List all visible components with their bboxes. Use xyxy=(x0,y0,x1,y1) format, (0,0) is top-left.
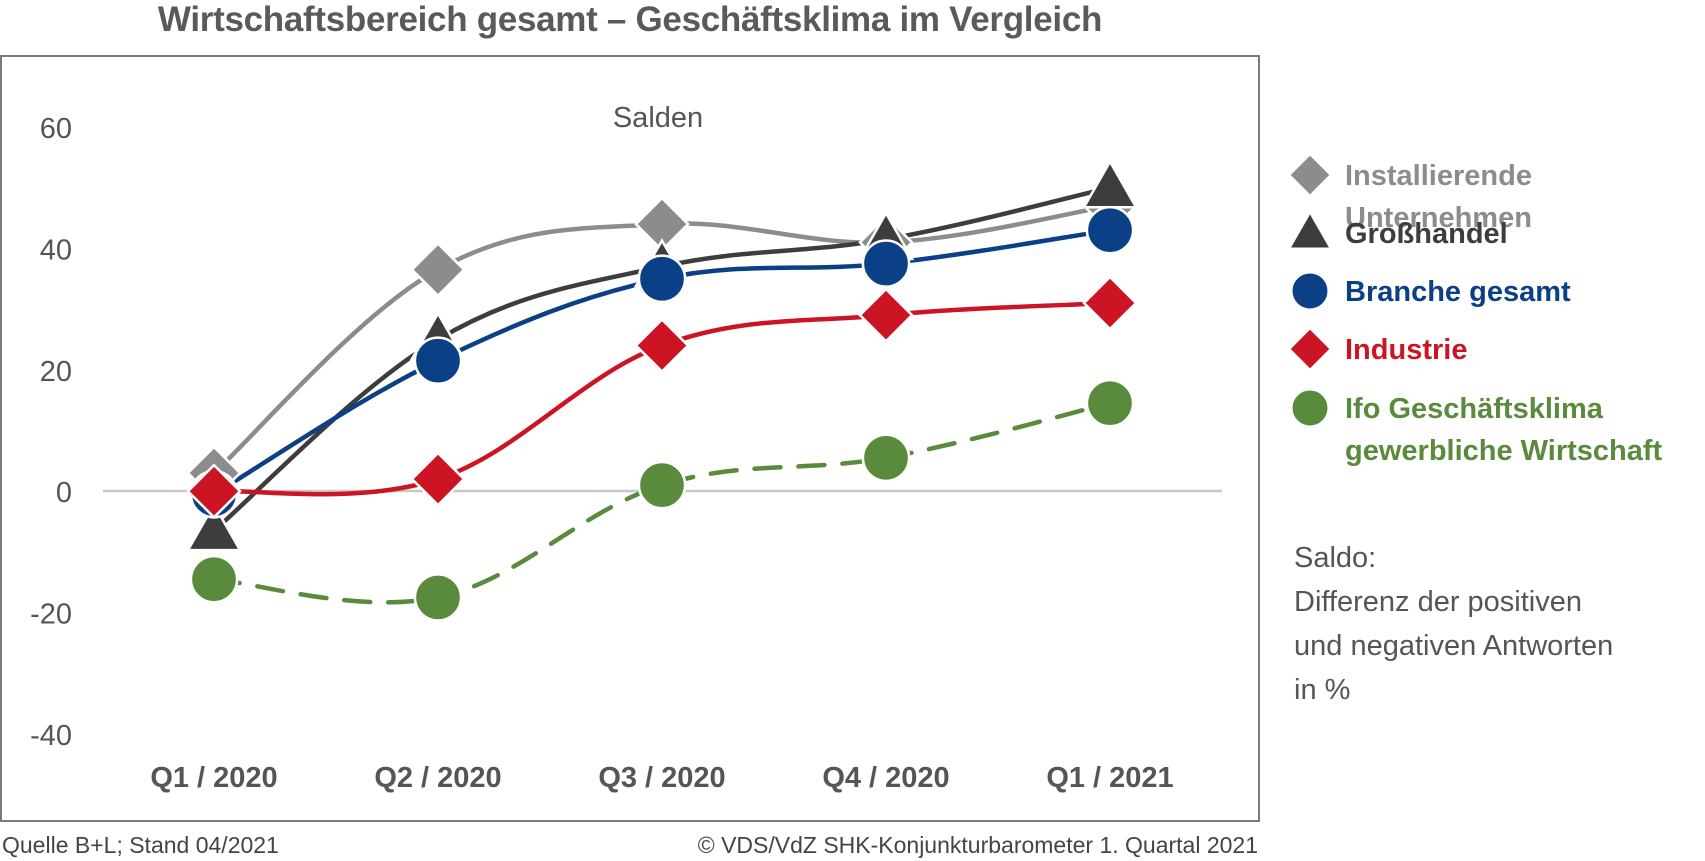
legend-item-grosshandel: Großhandel xyxy=(1290,213,1508,255)
legend-marker-icon xyxy=(1290,271,1330,311)
data-point-ifo-geschaeftsklima-gewerbliche-wirtschaft xyxy=(637,460,687,510)
legend-marker-shape xyxy=(1290,388,1330,428)
data-point-industrie xyxy=(634,317,690,374)
data-point-branche-gesamt xyxy=(413,336,463,386)
legend-item-ifo-geschaeftsklima-gewerbliche-wirtschaft: Ifo Geschäftsklima gewerbliche Wirtschaf… xyxy=(1290,388,1662,472)
legend-marker-shape xyxy=(1290,155,1330,195)
data-point-ifo-geschaeftsklima-gewerbliche-wirtschaft xyxy=(861,433,911,483)
y-tick-label: -40 xyxy=(30,720,72,752)
x-tick-label: Q1 / 2020 xyxy=(150,762,277,794)
data-point-industrie xyxy=(410,451,466,507)
copyright-note: © VDS/VdZ SHK-Konjunkturbarometer 1. Qua… xyxy=(697,832,1258,858)
saldo-note: Saldo: Differenz der positiven und negat… xyxy=(1294,542,1614,706)
legend-marker-shape xyxy=(1290,213,1330,251)
data-point-grosshandel xyxy=(1081,159,1139,209)
legend-marker-icon xyxy=(1290,155,1330,195)
legend-marker-shape xyxy=(1290,271,1330,311)
data-point-industrie xyxy=(1082,275,1138,331)
y-tick-label: 60 xyxy=(40,113,72,145)
legend-label: Ifo Geschäftsklima gewerbliche Wirtschaf… xyxy=(1345,393,1663,467)
legend-item-installierende-unternehmen: Installierende Unternehmen xyxy=(1290,155,1705,239)
legend-item-industrie: Industrie xyxy=(1290,329,1467,371)
data-point-grosshandel xyxy=(185,502,243,552)
data-point-industrie xyxy=(858,287,914,343)
y-tick-label: 20 xyxy=(40,356,72,388)
data-point-branche-gesamt xyxy=(1085,205,1135,255)
legend-item-branche-gesamt: Branche gesamt xyxy=(1290,271,1571,313)
data-point-ifo-geschaeftsklima-gewerbliche-wirtschaft xyxy=(1085,378,1135,428)
x-tick-label: Q3 / 2020 xyxy=(598,762,725,794)
y-tick-label: 0 xyxy=(56,477,72,509)
legend-marker-icon xyxy=(1290,213,1330,251)
legend-marker-icon xyxy=(1290,388,1330,428)
legend-marker-shape xyxy=(1290,329,1330,369)
source-note: Quelle B+L; Stand 04/2021 xyxy=(2,832,279,858)
legend-label: Industrie xyxy=(1345,334,1468,366)
data-point-branche-gesamt xyxy=(637,254,687,304)
chart-subtitle: Salden xyxy=(613,102,703,134)
legend-label: Installierende Unternehmen xyxy=(1345,160,1532,234)
data-point-branche-gesamt xyxy=(861,239,911,288)
y-tick-label: -20 xyxy=(30,599,72,631)
line-chart: Salden 60 40 20 0 -20 -40 Q1 / 2020 Q2 / 2020 Q… xyxy=(0,55,1260,822)
x-tick-label: Q1 / 2021 xyxy=(1046,762,1173,794)
y-tick-label: 40 xyxy=(40,234,72,266)
chart-title: Wirtschaftsbereich gesamt – Geschäftskli… xyxy=(157,0,1103,39)
data-point-installierende-unternehmen xyxy=(410,241,466,298)
data-point-ifo-geschaeftsklima-gewerbliche-wirtschaft xyxy=(189,554,239,604)
legend-marker-icon xyxy=(1290,329,1330,369)
x-tick-label: Q4 / 2020 xyxy=(822,762,949,794)
series-line-ifo-geschaeftsklima-gewerbliche-wirtschaft xyxy=(211,400,1113,605)
data-point-ifo-geschaeftsklima-gewerbliche-wirtschaft xyxy=(413,573,463,622)
plot-frame xyxy=(0,55,1260,822)
x-tick-label: Q2 / 2020 xyxy=(374,762,501,794)
legend-label: Großhandel xyxy=(1345,218,1508,250)
legend-label: Branche gesamt xyxy=(1345,276,1571,308)
data-point-industrie xyxy=(186,463,242,520)
